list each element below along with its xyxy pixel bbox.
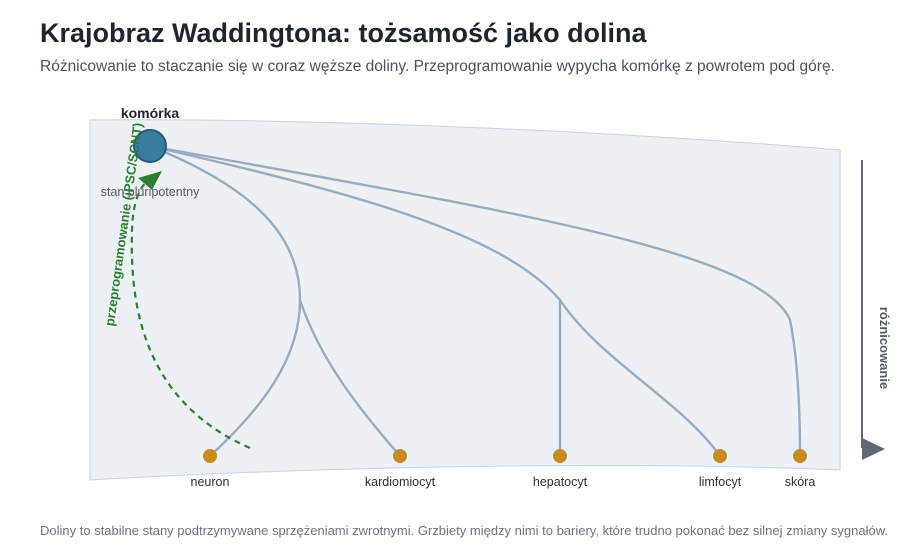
fate-dot-skora xyxy=(793,449,807,463)
fate-label-neuron: neuron xyxy=(191,475,230,489)
fate-dot-kardiomiocyt xyxy=(393,449,407,463)
differentiation-axis-label: różnicowanie xyxy=(877,307,892,389)
landscape-surface xyxy=(89,119,841,481)
valley-path-hepatocyt-ridge xyxy=(148,144,562,302)
footer-note: Doliny to stabilne stany podtrzymywane s… xyxy=(40,523,889,538)
fate-dots xyxy=(203,449,807,463)
cell-marker xyxy=(133,129,167,163)
fate-dot-neuron xyxy=(203,449,217,463)
cell-label: komórka xyxy=(121,105,180,121)
valley-path-limfocyt xyxy=(558,298,722,458)
page-title: Krajobraz Waddingtona: tożsamość jako do… xyxy=(40,18,647,48)
pluripotent-state-label: stan pluripotentny xyxy=(101,185,200,199)
fate-label-hepatocyt: hepatocyt xyxy=(533,475,588,489)
valley-path-kardiomiocyt xyxy=(298,298,402,458)
fate-dot-hepatocyt xyxy=(553,449,567,463)
fate-label-kardiomiocyt: kardiomiocyt xyxy=(365,475,436,489)
reprogramming-arrowhead xyxy=(138,171,162,190)
differentiation-axis-arrowhead xyxy=(862,438,885,460)
fate-label-skora: skóra xyxy=(785,475,816,489)
valley-paths xyxy=(148,144,802,458)
fate-dot-limfocyt xyxy=(713,449,727,463)
valley-path-skora xyxy=(148,144,802,458)
reprogramming-arrow xyxy=(130,175,251,450)
fate-label-limfocyt: limfocyt xyxy=(699,475,742,489)
page-subtitle: Różnicowanie to staczanie się w coraz wę… xyxy=(40,58,835,75)
